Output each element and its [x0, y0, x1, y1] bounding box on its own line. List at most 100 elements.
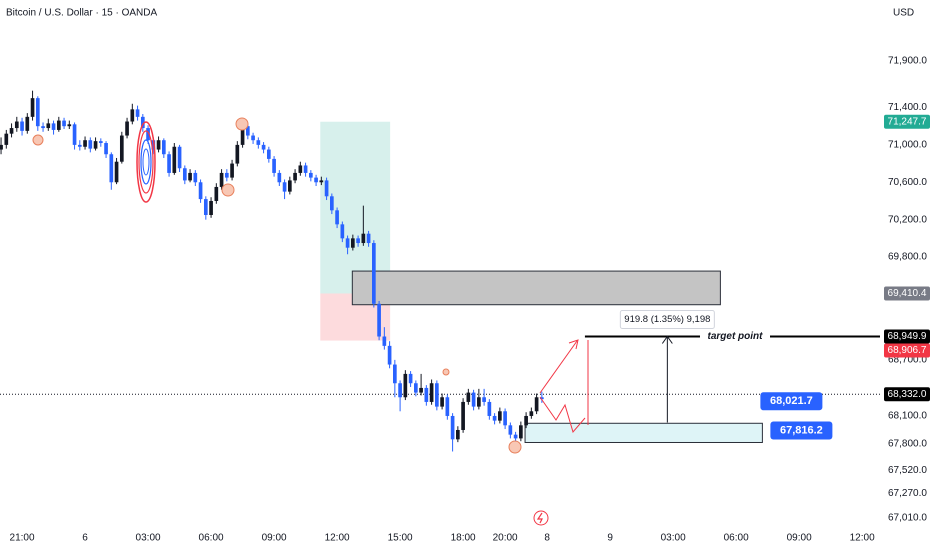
y-tick-label: 67,010.0	[888, 512, 927, 523]
candle-body	[282, 182, 287, 192]
candle-body	[419, 387, 423, 393]
candle-body	[14, 121, 19, 129]
candle-body	[477, 397, 481, 407]
candle-body	[377, 303, 381, 337]
candle-body	[172, 146, 177, 173]
candle-body	[461, 401, 465, 430]
candles	[0, 90, 544, 452]
candle-body	[177, 146, 182, 169]
zone-price-label: 68,021.7	[770, 395, 813, 407]
candle-body	[235, 144, 240, 164]
candle-body	[351, 238, 355, 248]
candle-body	[193, 172, 198, 183]
candle-body	[182, 168, 187, 181]
candle-body	[272, 158, 276, 173]
target-label: target point	[708, 331, 764, 342]
y-tick-label: 67,800.0	[888, 439, 927, 450]
candle-body	[424, 387, 429, 402]
candle-body	[0, 144, 3, 150]
candle-body	[25, 116, 30, 131]
x-tick-label: 09:00	[787, 533, 812, 544]
candle-body	[293, 172, 297, 181]
overlays: target point 919.8 (1.35%) 9,198 68,021.7 6…	[32, 117, 880, 526]
candle-body	[256, 140, 261, 145]
y-tick-label: 69,800.0	[888, 252, 927, 263]
candle-body	[167, 154, 171, 173]
currency-label: USD	[893, 8, 914, 19]
y-tick-label: 71,400.0	[888, 102, 927, 113]
candle-body	[387, 345, 392, 365]
candle-body	[130, 109, 135, 122]
candle-body	[503, 411, 507, 426]
candle-body	[466, 392, 471, 402]
y-tick-label: 70,600.0	[888, 177, 927, 188]
price-label-bg	[884, 286, 930, 301]
pivot-marker	[442, 368, 450, 376]
y-tick-label: 68,700.0	[888, 355, 927, 366]
candle-body	[30, 98, 35, 117]
candle-body	[429, 383, 434, 402]
x-tick-label: 03:00	[661, 533, 686, 544]
x-tick-label: 21:00	[10, 533, 35, 544]
candle-body	[20, 121, 24, 131]
candle-body	[56, 120, 61, 130]
x-tick-label: 20:00	[493, 533, 518, 544]
candle-body	[224, 172, 229, 178]
candle-body	[4, 133, 9, 145]
candle-body	[125, 121, 129, 136]
candle-body	[9, 128, 14, 134]
x-tick-label: 15:00	[388, 533, 413, 544]
event-icon-bolt	[536, 512, 543, 524]
candle-body	[414, 383, 418, 393]
event-icon[interactable]	[533, 510, 549, 526]
measure-label-bg	[619, 310, 715, 330]
x-tick-label: 6	[82, 533, 88, 544]
price-label: 71,247.7	[888, 116, 927, 127]
target-label-bg	[700, 329, 770, 344]
candle-body	[135, 109, 140, 117]
x-tick-label: 9	[607, 533, 613, 544]
candle-body	[408, 373, 413, 384]
candle-body	[403, 373, 408, 398]
candle-body	[161, 140, 166, 155]
x-tick-label: 8	[544, 533, 550, 544]
zone-price-label: 67,816.2	[780, 424, 823, 436]
x-tick-label: 06:00	[724, 533, 749, 544]
candle-body	[445, 397, 450, 416]
y-tick-label: 71,900.0	[888, 55, 927, 66]
candle-body	[46, 123, 51, 129]
candle-body	[93, 141, 98, 149]
candle-body	[51, 123, 56, 130]
candle-body	[345, 238, 350, 248]
candle-body	[524, 415, 528, 426]
candle-body	[314, 177, 318, 183]
candle-body	[114, 161, 119, 183]
price-label: 68,332.0	[888, 389, 927, 400]
y-tick-label: 67,270.0	[888, 488, 927, 499]
candle-body	[393, 364, 397, 384]
candle-body	[508, 425, 513, 435]
candle-body	[67, 124, 72, 127]
candle-body	[277, 172, 282, 183]
candle-body	[372, 243, 376, 304]
measure-arrowhead	[661, 335, 673, 344]
candle-body	[119, 135, 124, 162]
candle-body	[203, 199, 208, 215]
candle-body	[62, 120, 66, 127]
pivot-marker	[221, 183, 235, 197]
candle-body	[487, 401, 492, 416]
price-label-bg	[884, 329, 930, 344]
candle-body	[529, 411, 534, 416]
candle-body	[471, 392, 476, 407]
candle-body	[251, 135, 255, 141]
candle-body	[482, 397, 486, 402]
y-tick-label: 67,520.0	[888, 465, 927, 476]
candle-body	[88, 140, 93, 149]
candle-body	[266, 149, 271, 159]
chart-title: Bitcoin / U.S. Dollar · 15 · OANDA	[6, 8, 157, 19]
candle-body	[356, 238, 360, 244]
candle-body	[209, 200, 213, 215]
candle-body	[534, 397, 539, 412]
pivot-marker	[235, 117, 249, 131]
